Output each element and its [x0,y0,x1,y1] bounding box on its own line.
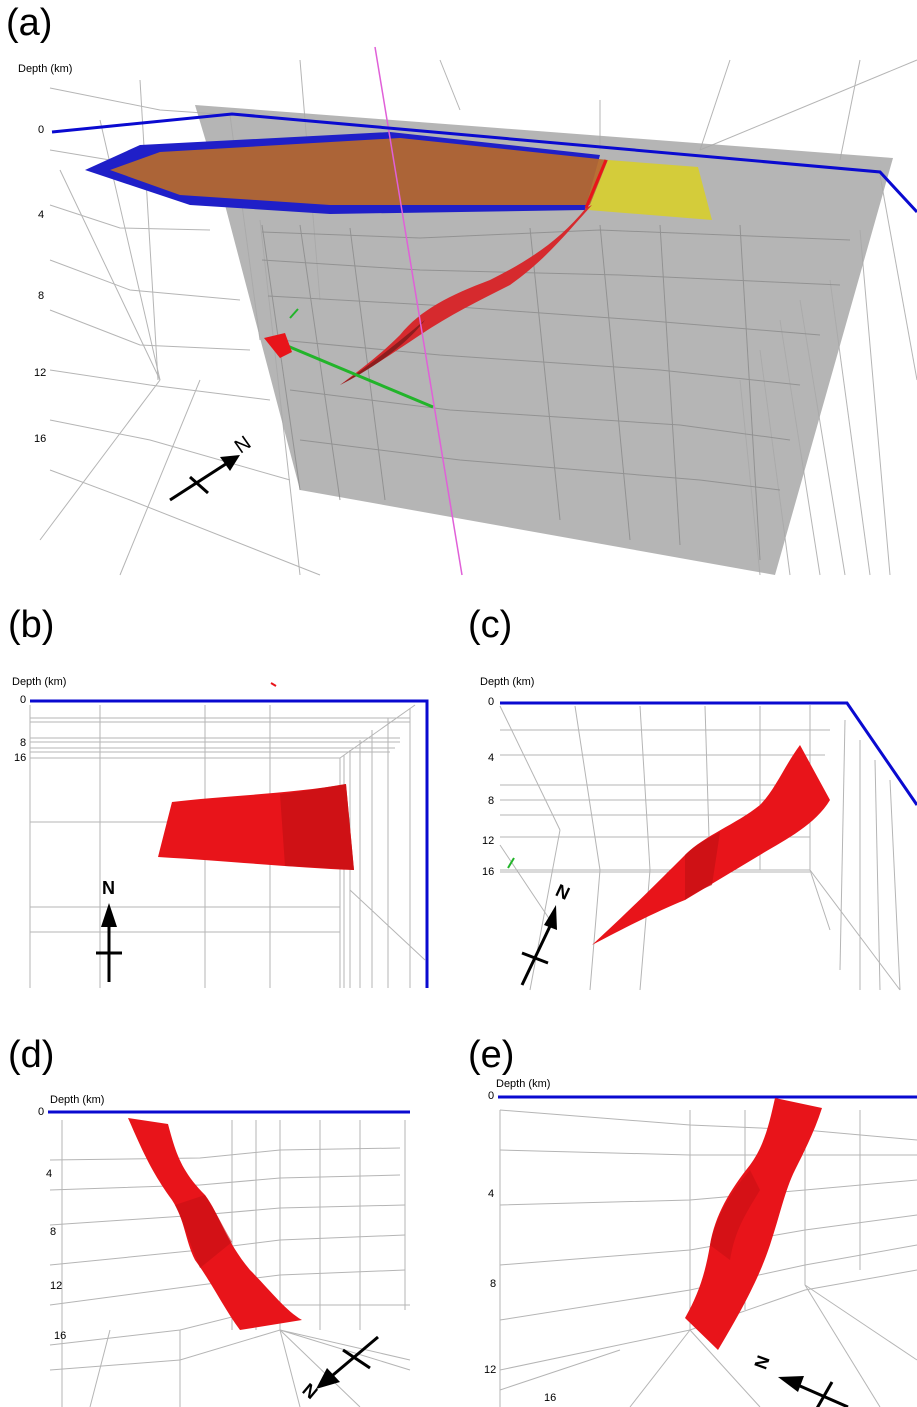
depth-tick-e-4: 4 [488,1188,495,1200]
red-body [264,333,292,358]
depth-tick-c-0: 0 [488,696,495,708]
red-marker-d [270,682,277,687]
panel-e-scene [498,1095,917,1407]
depth-tick-d-0: 0 [38,1106,45,1118]
north-arrow-e [778,1376,849,1407]
panel-label-d: (d) [8,1034,55,1076]
panel-label-e: (e) [468,1034,515,1076]
panel-d-scene [48,682,411,1407]
panel-d: (d) Depth (km) [0,682,460,1407]
frame-a [51,112,917,214]
depth-tick-e-16: 16 [544,1392,557,1404]
depth-axis-label-e: Depth (km) [496,1078,551,1090]
magenta-line [374,46,463,576]
depth-tick-a-4: 4 [38,209,45,221]
depth-axis-label-d: Depth (km) [50,1094,105,1106]
depth-tick-c-12: 12 [482,835,495,847]
panel-a: (a) Depth (km) [0,0,917,576]
depth-tick-b-0: 0 [20,694,27,706]
panel-c: (c) Depth (km) [460,600,917,1000]
north-label-b: N [102,878,115,898]
frame-c [500,701,917,806]
depth-tick-d-16: 16 [54,1330,67,1342]
panel-label-c: (c) [468,604,513,646]
panel-b-scene [29,699,429,988]
green-marker [289,308,299,319]
north-arrow-b [96,903,122,982]
depth-tick-a-0: 0 [38,124,45,136]
depth-axis-label-a: Depth (km) [18,63,73,75]
frame-b [30,699,429,988]
depth-tick-e-8: 8 [490,1278,497,1290]
depth-tick-c-8: 8 [488,795,495,807]
depth-tick-d-12: 12 [50,1280,63,1292]
green-line [284,343,434,409]
depth-tick-a-16: 16 [34,433,47,445]
depth-tick-e-0: 0 [488,1090,495,1102]
panel-label-b: (b) [8,604,55,646]
green-marker-c [507,857,515,869]
depth-tick-a-12: 12 [34,367,47,379]
depth-tick-d-4: 4 [46,1168,53,1180]
north-arrow-c [520,905,557,986]
depth-axis-label-b: Depth (km) [12,676,67,688]
panel-label-a: (a) [6,2,53,44]
depth-tick-d-8: 8 [50,1226,57,1238]
panel-a-scene [39,46,917,576]
depth-tick-e-12: 12 [484,1364,497,1376]
panel-c-scene [499,701,917,991]
north-arrow-a [169,455,240,502]
orange-layer [110,138,608,205]
north-arrow-d [316,1335,379,1389]
fault-surface-e [685,1098,822,1350]
panel-b: (b) Depth (km) [0,600,460,1000]
depth-tick-c-16: 16 [482,866,495,878]
depth-tick-b-8: 8 [20,737,27,749]
depth-tick-b-16: 16 [14,752,27,764]
fault-trace-a [584,159,608,209]
depth-tick-c-4: 4 [488,752,495,764]
vertical-plane [195,105,893,575]
depth-tick-a-8: 8 [38,290,45,302]
yellow-layer [588,160,712,220]
panel-e: (e) Depth (km) N 0 [460,1030,917,1407]
depth-axis-label-c: Depth (km) [480,676,535,688]
